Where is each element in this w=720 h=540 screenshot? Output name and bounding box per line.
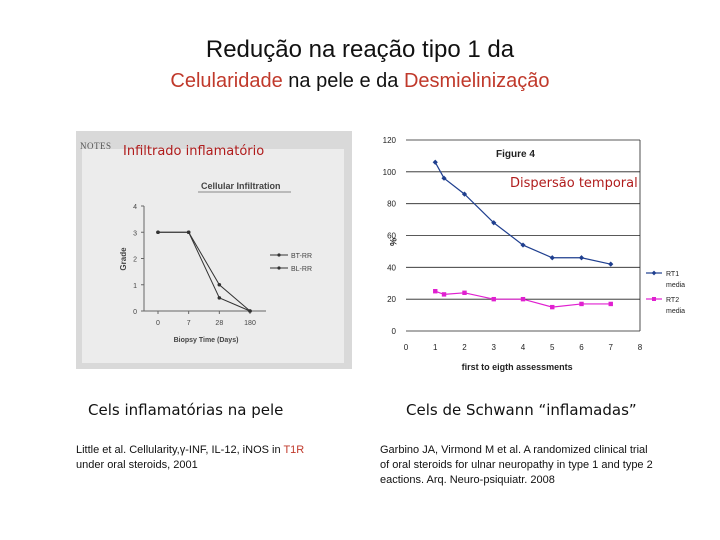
left-legend-label: BT-RR (291, 253, 312, 260)
right-legend-label-sub: media (666, 308, 685, 315)
left-y-tick-label: 0 (133, 309, 137, 316)
right-data-point (608, 261, 614, 267)
subtitle-highlight-celularidade: Celularidade (170, 70, 283, 92)
right-y-tick-label: 60 (387, 232, 396, 241)
left-overlay-label: Infiltrado inflamatório (123, 144, 265, 159)
right-y-tick-label: 80 (387, 200, 396, 209)
subtitle-connector: na pele e da (282, 70, 404, 92)
cellular-infiltration-chart: Cellular Infiltration 0 1 2 3 4 Grade 0 7 28 180 Bi… (119, 181, 312, 344)
right-data-point (432, 159, 438, 165)
left-y-tick-label: 1 (133, 283, 137, 290)
left-x-tick-label: 180 (244, 320, 256, 327)
right-legend-label-sub: media (666, 282, 685, 289)
right-x-axis-label: first to eigth assessments (462, 362, 573, 372)
left-figure-background (76, 131, 352, 369)
right-reference: Garbino JA, Virmond M et al. A randomize… (380, 443, 700, 488)
left-reference-line2: under oral steroids, 2001 (76, 459, 198, 471)
left-reference-highlight: T1R (283, 444, 305, 456)
right-x-tick-label: 1 (433, 343, 438, 352)
left-reference: Little et al. Cellularity,γ-INF, IL-12, … (76, 443, 366, 473)
right-data-point (433, 289, 438, 294)
right-chart-title: Figure 4 (496, 149, 535, 160)
right-series-line-2 (435, 290, 611, 308)
figure4-chart: 0 20 40 60 80 100 120% 0 1 2 3 4 5 6 7 8 first to eigth … (383, 136, 686, 372)
right-data-point (461, 191, 468, 197)
left-legend-marker (277, 266, 281, 270)
left-data-point (217, 282, 222, 287)
right-caption: Cels de Schwann “inflamadas” (406, 401, 637, 419)
right-legend-label: RT1 (666, 271, 679, 278)
slide-subtitle: Celularidade na pele e da Desmielinizaçã… (0, 70, 720, 93)
right-y-tick-label: 40 (387, 263, 396, 272)
right-y-axis-label: % (388, 238, 398, 246)
slide-title: Redução na reação tipo 1 da (205, 36, 515, 63)
right-x-tick-label: 6 (579, 343, 584, 352)
right-legend-marker (652, 297, 656, 301)
left-x-axis-label: Biopsy Time (Days) (174, 337, 239, 344)
left-data-point (248, 309, 252, 313)
right-data-point (578, 255, 585, 261)
left-series-line-bl-rr (158, 231, 251, 312)
right-x-tick-label: 2 (462, 343, 467, 352)
right-data-point (462, 290, 467, 295)
left-data-point (217, 296, 222, 300)
left-y-tick-label: 4 (133, 204, 137, 211)
left-x-tick-label: 0 (156, 320, 160, 327)
right-x-tick-label: 7 (609, 343, 614, 352)
right-reference-line3: eactions. Arq. Neuro-psiquiatr. 2008 (380, 474, 555, 486)
subtitle-highlight-desmielinizacao: Desmielinização (403, 70, 550, 92)
right-legend-marker (651, 270, 657, 276)
right-reference-line2: of oral steroids for ulnar neuropathy in… (380, 459, 653, 471)
right-legend-label: RT2 (666, 297, 679, 304)
right-data-point (520, 296, 526, 302)
right-x-tick-label: 0 (404, 343, 409, 352)
right-y-tick-label: 100 (383, 168, 397, 177)
right-data-point (441, 292, 447, 297)
left-y-tick-label: 3 (133, 230, 137, 237)
left-series-line-bt-rr (158, 231, 251, 312)
right-data-point (550, 304, 555, 310)
right-series-line-1 (434, 161, 611, 265)
right-data-point (491, 296, 496, 302)
right-data-point (520, 242, 526, 248)
left-x-tick-label: 28 (215, 320, 223, 327)
right-data-point (608, 301, 613, 307)
left-y-axis-label: Grade (119, 247, 128, 271)
left-x-tick-label: 7 (187, 320, 191, 327)
left-figure-page (82, 149, 344, 363)
right-data-point (579, 301, 584, 307)
right-x-tick-label: 3 (492, 343, 497, 352)
left-y-tick-label: 2 (133, 257, 137, 264)
right-reference-line1: Garbino JA, Virmond M et al. A randomize… (380, 444, 648, 456)
right-x-tick-label: 4 (521, 343, 526, 352)
right-x-tick-label: 5 (550, 343, 555, 352)
right-y-tick-label: 0 (392, 327, 397, 336)
left-data-point (156, 230, 160, 235)
left-legend-marker (277, 253, 281, 257)
right-data-point (549, 255, 555, 261)
left-reference-text: Little et al. Cellularity,γ-INF, IL-12, … (76, 444, 284, 456)
right-data-point (491, 220, 497, 226)
right-overlay-label: Dispersão temporal (510, 176, 638, 191)
notes-label: NOTES (80, 141, 112, 151)
left-chart-title: Cellular Infiltration (201, 181, 281, 191)
left-caption: Cels inflamatórias na pele (88, 401, 284, 419)
right-y-tick-label: 20 (387, 295, 396, 304)
right-y-tick-label: 120 (383, 136, 397, 145)
left-legend-label: BL-RR (291, 266, 312, 273)
right-x-tick-label: 8 (638, 343, 643, 352)
left-data-point (186, 230, 191, 235)
